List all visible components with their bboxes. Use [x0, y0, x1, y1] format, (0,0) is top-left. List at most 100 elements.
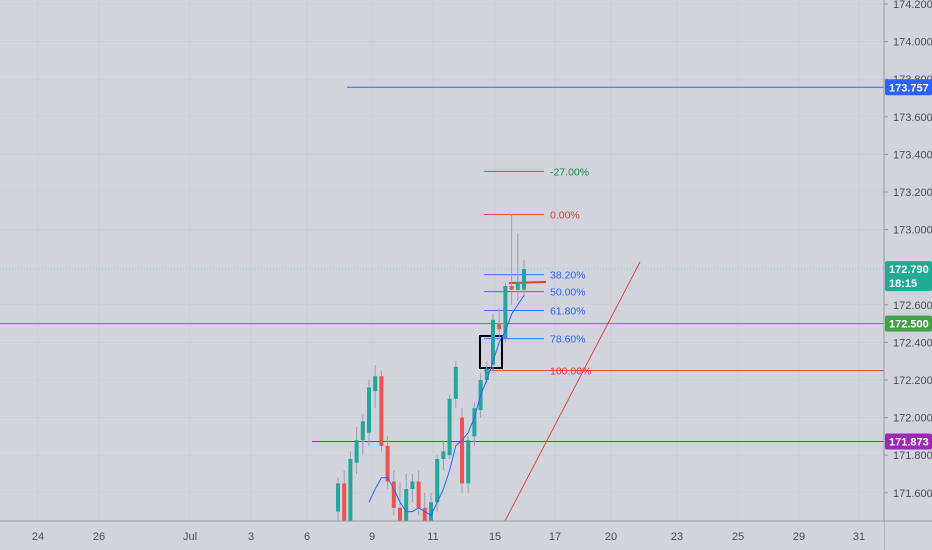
price-badge-label: 171.873: [889, 436, 929, 448]
candle-body: [354, 440, 359, 463]
price-badge-background: [885, 261, 932, 292]
price-badge: 172.500: [885, 315, 932, 332]
candle: [460, 408, 464, 493]
y-tick-label: 173.600: [893, 112, 932, 124]
x-tick-label: 3: [248, 531, 254, 543]
candle-body: [410, 481, 415, 490]
candle-body: [441, 451, 446, 459]
candle-body: [515, 282, 520, 290]
y-tick-label: 173.200: [893, 187, 932, 199]
candle-body: [373, 376, 378, 392]
candle-body: [503, 286, 508, 339]
trend-line: [504, 261, 641, 522]
countdown-label: 18:15: [889, 278, 917, 290]
grid: [0, 0, 884, 521]
x-tick-label: 15: [489, 531, 501, 543]
drawings: -27.00%0.00%38.20%50.00%61.80%78.60%100.…: [0, 86, 884, 522]
candle: [503, 282, 508, 343]
candle-body: [484, 368, 489, 380]
candle: [354, 427, 359, 474]
price-badge-background: [885, 433, 932, 450]
candle-body: [391, 481, 396, 508]
candle-body: [509, 286, 514, 290]
fib-level-label: 61.80%: [550, 305, 586, 317]
x-tick-label: 17: [549, 531, 561, 543]
candle: [472, 402, 477, 446]
y-tick-label: 171.800: [893, 450, 932, 462]
candle: [453, 361, 458, 409]
candle: [515, 233, 520, 302]
x-tick-label: 26: [93, 531, 105, 543]
y-tick-label: 174.000: [893, 37, 932, 49]
y-tick-label: 172.400: [893, 337, 932, 349]
price-badge: 173.757: [885, 79, 932, 96]
candle: [373, 364, 378, 409]
x-tick-label: 24: [32, 531, 44, 543]
y-tick-label: 172.000: [893, 413, 932, 425]
time-axis-background: [0, 521, 884, 550]
y-tick-label: 173.000: [893, 225, 932, 237]
candle: [379, 370, 384, 452]
x-tick-label: 9: [369, 531, 375, 543]
fib-level-label: 38.20%: [550, 270, 586, 282]
candle-body: [466, 440, 471, 484]
price-badge: 172.790 18:15: [885, 261, 932, 292]
candle: [441, 440, 446, 471]
candle-body: [447, 398, 452, 456]
candle: [367, 380, 371, 446]
candle: [522, 259, 526, 298]
candle: [509, 214, 514, 305]
candle: [410, 474, 415, 503]
fib-level-label: 78.60%: [550, 334, 586, 346]
candle-body: [522, 269, 526, 290]
candle-body: [385, 445, 390, 482]
candle: [497, 308, 502, 339]
candle-body: [404, 489, 409, 521]
candle-body: [497, 323, 502, 330]
x-tick-label: Jul: [183, 531, 197, 543]
x-tick-label: 11: [427, 531, 438, 543]
candle: [348, 451, 353, 531]
x-tick-label: 25: [732, 531, 744, 543]
candle-body: [460, 417, 464, 484]
candle-body: [379, 376, 384, 446]
y-tick-label: 173.400: [893, 149, 932, 161]
candle-body: [435, 458, 440, 503]
candle: [491, 314, 495, 373]
price-badge: 171.873: [885, 433, 932, 450]
candle-body: [360, 421, 365, 441]
fib-level-label: 0.00%: [550, 210, 580, 222]
price-badge-label: 172.790: [889, 264, 929, 276]
x-tick-label: 6: [304, 531, 310, 543]
x-tick-label: 29: [793, 531, 805, 543]
candle: [385, 436, 390, 490]
candle-body: [398, 507, 402, 521]
y-tick-label: 174.200: [893, 0, 932, 11]
candle: [466, 436, 471, 493]
candle-body: [491, 319, 495, 365]
moving-average-line: [368, 295, 525, 517]
candle-body: [348, 458, 353, 521]
fib-level-label: -27.00%: [550, 166, 589, 178]
candle-body: [367, 387, 371, 433]
price-badges: 173.757 172.500 171.873 172.790 18:15: [885, 79, 932, 450]
price-badge-background: [885, 79, 932, 96]
x-tick-label: 23: [671, 531, 683, 543]
candle-body: [342, 483, 347, 527]
x-tick-label: 20: [605, 531, 617, 543]
y-tick-label: 172.600: [893, 300, 932, 312]
fib-level-label: 50.00%: [550, 287, 586, 299]
candle-body: [422, 507, 427, 521]
price-badge-label: 173.757: [889, 82, 929, 94]
candle-body: [336, 483, 340, 512]
candle-body: [472, 408, 477, 437]
candle: [360, 413, 365, 456]
candles: [336, 214, 526, 540]
candle: [391, 470, 396, 516]
y-tick-label: 172.200: [893, 375, 932, 387]
short-red-line: [508, 281, 547, 284]
candle: [447, 395, 452, 459]
